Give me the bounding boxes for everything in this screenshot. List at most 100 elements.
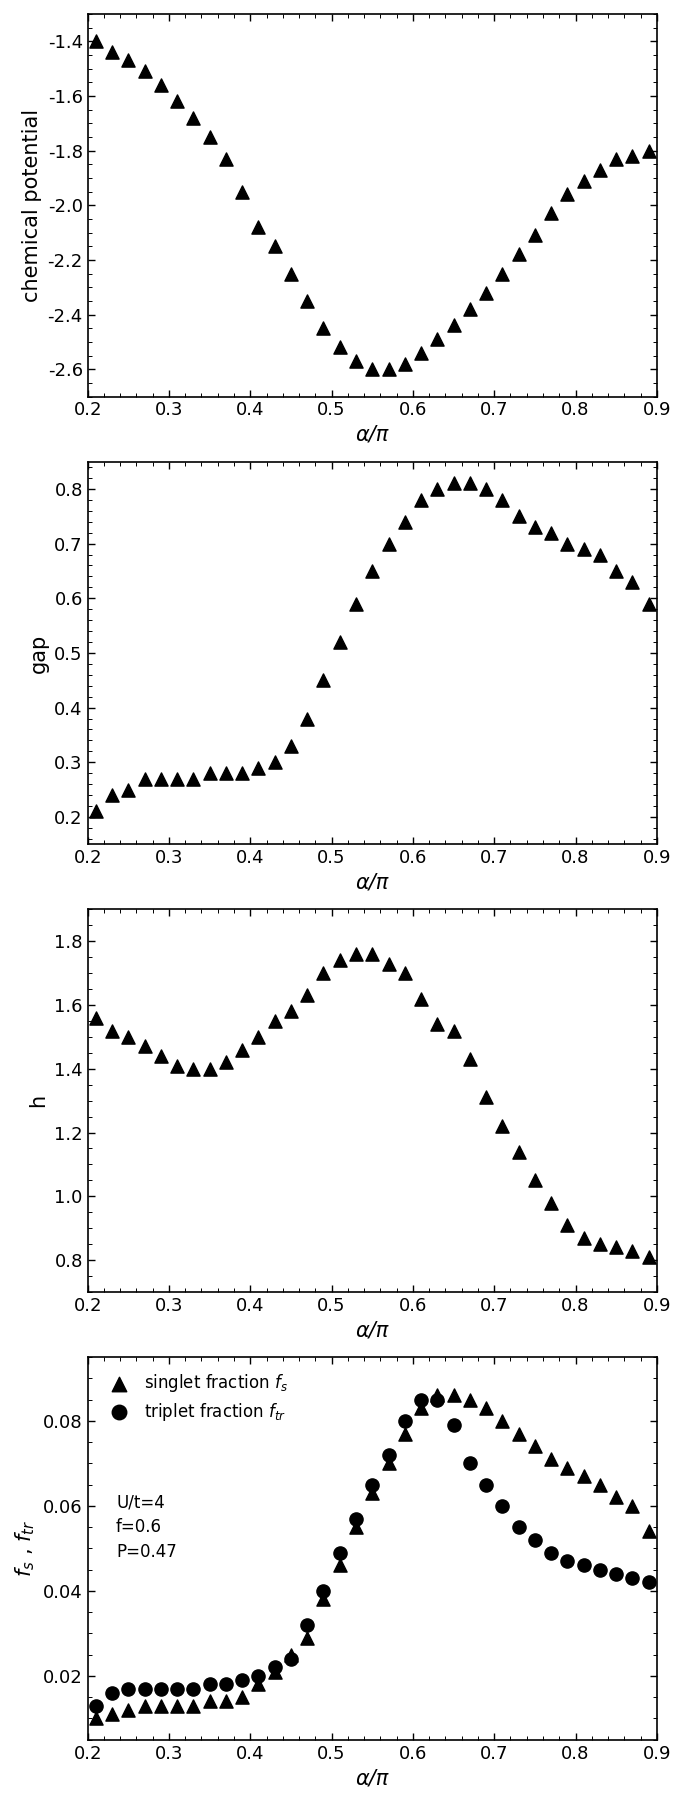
triplet fraction $f_{tr}$	[253, 1661, 264, 1690]
singlet fraction $f_s$	[383, 1449, 394, 1478]
Point	[253, 753, 264, 782]
Legend: singlet fraction $f_s$, triplet fraction $f_{tr}$: singlet fraction $f_s$, triplet fraction…	[96, 1366, 295, 1429]
Point	[237, 1034, 248, 1063]
Point	[188, 1054, 199, 1083]
Point	[530, 514, 540, 542]
singlet fraction $f_s$	[448, 1380, 459, 1409]
X-axis label: α/π: α/π	[356, 872, 389, 892]
Point	[107, 780, 118, 809]
singlet fraction $f_s$	[351, 1512, 362, 1541]
singlet fraction $f_s$	[107, 1699, 118, 1728]
Point	[562, 1211, 573, 1240]
Point	[546, 198, 557, 227]
Point	[90, 27, 101, 56]
Point	[253, 213, 264, 241]
Point	[269, 748, 280, 777]
triplet fraction $f_{tr}$	[334, 1539, 345, 1568]
Point	[351, 589, 362, 618]
triplet fraction $f_{tr}$	[366, 1470, 377, 1499]
triplet fraction $f_{tr}$	[595, 1555, 606, 1584]
Point	[578, 166, 589, 195]
Point	[432, 1009, 443, 1038]
Point	[383, 355, 394, 384]
Point	[464, 296, 475, 324]
triplet fraction $f_{tr}$	[351, 1505, 362, 1534]
triplet fraction $f_{tr}$	[416, 1386, 427, 1415]
Point	[627, 142, 638, 171]
triplet fraction $f_{tr}$	[123, 1674, 134, 1703]
Point	[301, 705, 312, 733]
Point	[334, 333, 345, 362]
singlet fraction $f_s$	[188, 1692, 199, 1721]
singlet fraction $f_s$	[416, 1393, 427, 1422]
triplet fraction $f_{tr}$	[221, 1670, 232, 1699]
Point	[155, 764, 166, 793]
Point	[139, 764, 150, 793]
triplet fraction $f_{tr}$	[399, 1406, 410, 1434]
Point	[399, 508, 410, 537]
triplet fraction $f_{tr}$	[530, 1526, 540, 1555]
Point	[172, 764, 183, 793]
triplet fraction $f_{tr}$	[318, 1577, 329, 1606]
singlet fraction $f_s$	[464, 1386, 475, 1415]
Point	[627, 1236, 638, 1265]
Point	[432, 324, 443, 353]
triplet fraction $f_{tr}$	[188, 1674, 199, 1703]
triplet fraction $f_{tr}$	[237, 1665, 248, 1694]
Point	[366, 939, 377, 968]
singlet fraction $f_s$	[611, 1483, 622, 1512]
Point	[578, 535, 589, 564]
triplet fraction $f_{tr}$	[286, 1645, 297, 1674]
Point	[448, 312, 459, 341]
singlet fraction $f_s$	[286, 1640, 297, 1669]
Point	[497, 485, 508, 514]
Point	[139, 58, 150, 86]
Point	[481, 278, 492, 306]
triplet fraction $f_{tr}$	[383, 1440, 394, 1469]
Point	[464, 1045, 475, 1074]
Point	[318, 667, 329, 696]
Point	[595, 1229, 606, 1258]
singlet fraction $f_s$	[578, 1461, 589, 1490]
singlet fraction $f_s$	[301, 1624, 312, 1652]
Point	[416, 485, 427, 514]
triplet fraction $f_{tr}$	[172, 1674, 183, 1703]
triplet fraction $f_{tr}$	[107, 1678, 118, 1706]
Point	[497, 259, 508, 288]
Point	[513, 1137, 524, 1166]
Point	[253, 1022, 264, 1051]
Point	[286, 259, 297, 288]
Point	[301, 980, 312, 1009]
Point	[188, 764, 199, 793]
Point	[188, 103, 199, 132]
singlet fraction $f_s$	[204, 1687, 215, 1716]
triplet fraction $f_{tr}$	[513, 1512, 524, 1541]
Point	[464, 469, 475, 497]
Point	[237, 177, 248, 205]
Point	[172, 1051, 183, 1079]
Point	[286, 732, 297, 760]
Point	[155, 1042, 166, 1070]
singlet fraction $f_s$	[432, 1380, 443, 1409]
Point	[513, 503, 524, 532]
Point	[269, 1007, 280, 1036]
singlet fraction $f_s$	[595, 1470, 606, 1499]
singlet fraction $f_s$	[172, 1692, 183, 1721]
Point	[107, 38, 118, 67]
Point	[318, 959, 329, 987]
Point	[383, 530, 394, 559]
Y-axis label: chemical potential: chemical potential	[22, 108, 42, 301]
triplet fraction $f_{tr}$	[432, 1386, 443, 1415]
X-axis label: α/π: α/π	[356, 1321, 389, 1341]
Point	[366, 557, 377, 586]
Point	[595, 155, 606, 184]
Point	[318, 314, 329, 342]
singlet fraction $f_s$	[334, 1552, 345, 1580]
triplet fraction $f_{tr}$	[464, 1449, 475, 1478]
Point	[448, 469, 459, 497]
singlet fraction $f_s$	[90, 1705, 101, 1734]
Point	[481, 474, 492, 503]
triplet fraction $f_{tr}$	[155, 1674, 166, 1703]
Point	[530, 1166, 540, 1195]
Point	[90, 796, 101, 825]
